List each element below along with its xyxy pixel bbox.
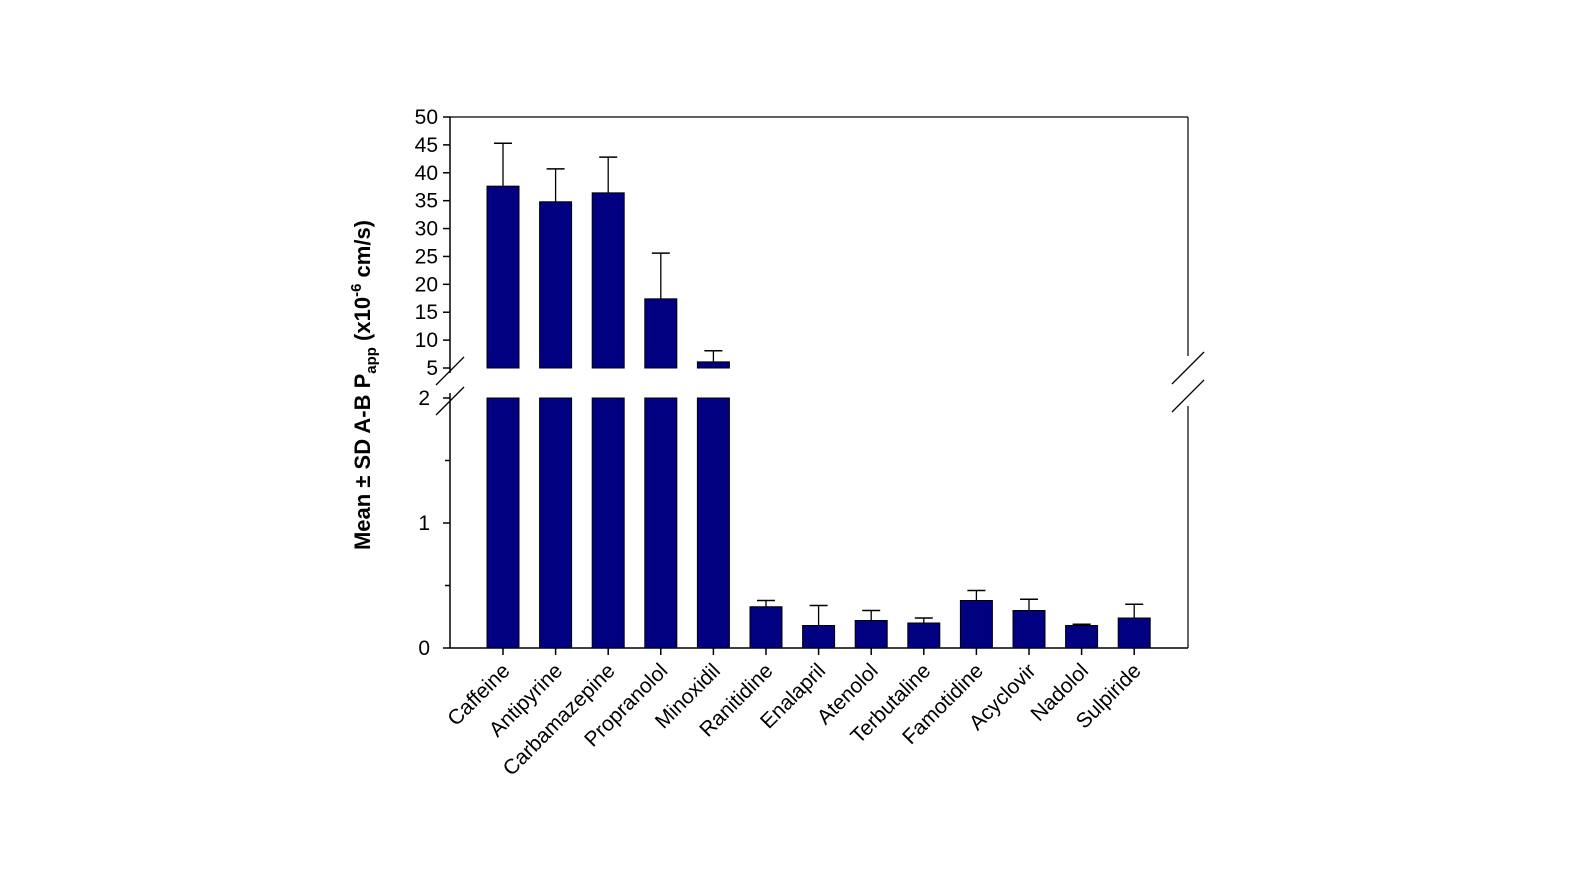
y-tick-label: 25 [415,245,438,268]
bar-sulpiride [1117,617,1151,649]
y-tick-label: 5 [426,357,438,380]
y-tick-label: 0 [418,637,430,660]
bar-ranitidine [749,606,783,649]
axis-break-mark [1171,379,1205,413]
bar-propranolol-upper [644,298,678,369]
bar-minoxidil [696,397,730,649]
bar-antipyrine-upper [539,201,573,369]
y-tick-label: 10 [415,329,438,352]
y-tick-label: 2 [418,387,430,410]
bar-caffeine-upper [486,185,520,369]
axis-break-mark [435,386,465,416]
bar-famotidine [959,600,993,649]
y-axis-label: Mean ± SD A-B Papp (x10-6 cm/s) [348,220,380,550]
bar-carbamazepine-upper [591,192,625,369]
bar-carbamazepine [591,397,625,649]
bar-acyclovir [1012,610,1046,649]
bar-atenolol [854,620,888,649]
bar-nadolol [1065,625,1099,649]
bar-terbutaline [907,622,941,649]
bar-propranolol [644,397,678,649]
y-tick-label: 30 [415,218,438,241]
bar-minoxidil-upper [696,361,730,369]
axis-break-mark [435,356,465,386]
axis-break-mark [1171,351,1205,385]
bar-caffeine [486,397,520,649]
y-tick-label: 45 [415,134,438,157]
y-tick-label: 50 [415,106,438,129]
y-tick-label: 35 [415,190,438,213]
bar-antipyrine [539,397,573,649]
y-tick-label: 20 [415,273,438,296]
y-tick-label: 1 [418,512,430,535]
bar-enalapril [802,625,836,649]
y-tick-label: 40 [415,162,438,185]
y-tick-label: 15 [415,301,438,324]
